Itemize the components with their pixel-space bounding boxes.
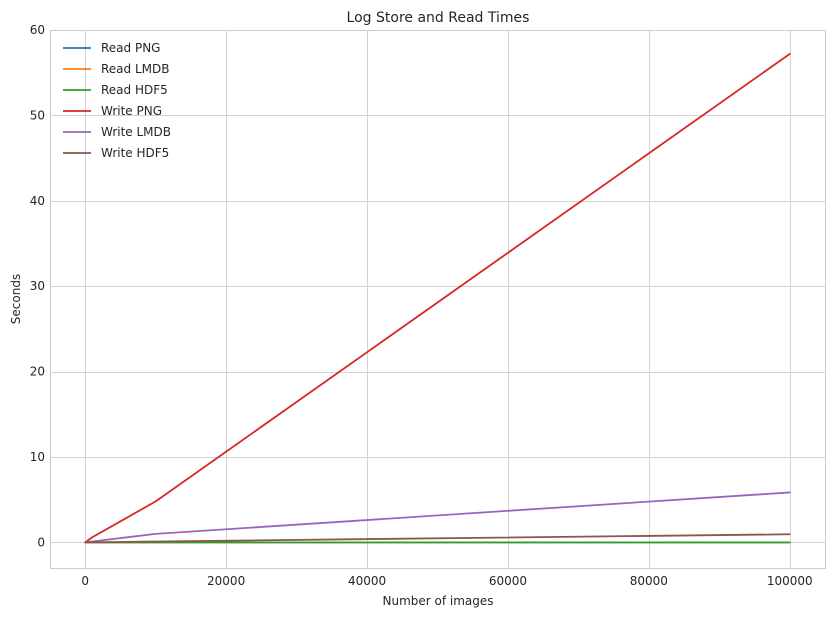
legend-label-write-hdf5: Write HDF5 bbox=[101, 146, 169, 160]
x-ticks: 0 20000 40000 60000 80000 100000 bbox=[81, 574, 812, 588]
legend-label-write-png: Write PNG bbox=[101, 104, 162, 118]
y-tick-label: 60 bbox=[30, 23, 45, 37]
y-axis-label: Seconds bbox=[9, 274, 23, 324]
y-tick-label: 20 bbox=[30, 365, 45, 379]
x-tick-label: 0 bbox=[81, 574, 89, 588]
legend-label-read-lmdb: Read LMDB bbox=[101, 62, 169, 76]
y-tick-label: 50 bbox=[30, 108, 45, 122]
legend: Read PNG Read LMDB Read HDF5 Write PNG Write… bbox=[63, 41, 171, 160]
y-tick-label: 40 bbox=[30, 194, 45, 208]
series-lines bbox=[84, 53, 791, 544]
y-tick-label: 30 bbox=[30, 279, 45, 293]
x-tick-label: 40000 bbox=[348, 574, 386, 588]
legend-label-write-lmdb: Write LMDB bbox=[101, 125, 171, 139]
legend-label-read-png: Read PNG bbox=[101, 41, 160, 55]
x-tick-label: 80000 bbox=[630, 574, 668, 588]
x-tick-label: 20000 bbox=[207, 574, 245, 588]
chart-title: Log Store and Read Times bbox=[347, 10, 530, 26]
y-ticks: 0 10 20 30 40 50 60 bbox=[30, 23, 45, 549]
x-tick-label: 60000 bbox=[489, 574, 527, 588]
x-axis-label: Number of images bbox=[382, 594, 493, 608]
plot-frame bbox=[50, 30, 826, 569]
series-line-write-hdf5 bbox=[84, 533, 791, 544]
x-tick-label: 100000 bbox=[767, 574, 813, 588]
legend-label-read-hdf5: Read HDF5 bbox=[101, 83, 168, 97]
y-tick-label: 10 bbox=[30, 450, 45, 464]
series-line-write-png bbox=[84, 53, 791, 544]
y-tick-label: 0 bbox=[37, 535, 45, 549]
